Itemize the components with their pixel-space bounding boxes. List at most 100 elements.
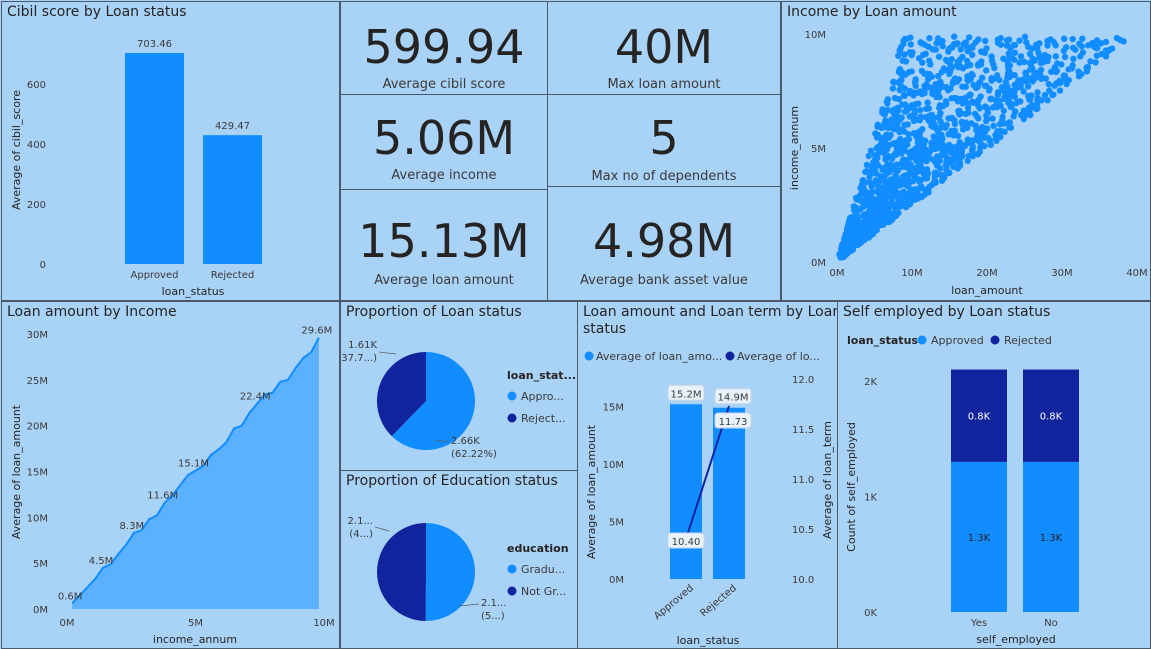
scatter-point (1034, 89, 1041, 96)
combo-bar-line-chart: Average of loan_amo... Average of lo... 15… (584, 350, 834, 647)
y-tick-label: 0 (40, 260, 46, 271)
scatter-point (962, 110, 969, 118)
scatter-point (880, 143, 888, 150)
scatter-point (883, 162, 890, 170)
y-tick-label: 1K (864, 493, 877, 504)
scatter-point (964, 139, 972, 147)
scatter-point (980, 134, 987, 141)
y-axis-title-left: Average of loan_amount (585, 424, 598, 559)
combo-chart-panel: Loan amount and Loan term by Loan status… (577, 301, 838, 649)
scatter-point (870, 225, 877, 232)
scatter-point (937, 171, 944, 178)
x-axis-title: loan_amount (951, 284, 1023, 297)
scatter-point (945, 46, 952, 53)
scatter-point (926, 71, 933, 78)
legend-label: Not Gr... (521, 585, 566, 598)
scatter-point (913, 129, 921, 137)
scatter-point (923, 166, 931, 173)
data-label: 15.2M (671, 389, 702, 400)
scatter-point (869, 200, 877, 207)
scatter-point (951, 33, 958, 40)
scatter-point (1054, 60, 1061, 67)
panel-title: Self employed by Loan status (843, 304, 1051, 320)
scatter-point (931, 91, 938, 98)
legend-marker (917, 335, 927, 345)
card-max-loan: 40M Max loan amount (547, 1, 781, 95)
pie-slice (391, 352, 475, 450)
scatter-point (899, 101, 906, 108)
data-label: 2.1... (348, 516, 373, 527)
scatter-point (912, 76, 919, 83)
scatter-point (964, 157, 971, 165)
data-label: 1.3K (1040, 533, 1063, 544)
scatter-point (896, 78, 903, 85)
scatter-point (856, 228, 864, 235)
scatter-point (897, 141, 904, 148)
x-tick-label: Rejected (699, 583, 739, 619)
panel-title: Loan amount by Income (7, 304, 177, 320)
scatter-point (883, 131, 890, 138)
scatter-point (954, 153, 961, 160)
leader-line (378, 351, 397, 355)
area-fill (72, 337, 319, 609)
income-scatter-panel: Income by Loan amount 0M 10M 20M 30M 40M 0M 5M… (781, 1, 1151, 301)
scatter-point (975, 115, 982, 122)
data-label: 1.3K (968, 533, 991, 544)
scatter-point (954, 132, 962, 140)
scatter-point (884, 96, 892, 103)
data-label: 0.6M (58, 592, 83, 603)
scatter-point (1037, 59, 1045, 67)
legend-marker (507, 586, 517, 596)
scatter-point (887, 189, 894, 196)
bar-segment (951, 461, 1007, 612)
legend-label: Rejected (1004, 334, 1052, 347)
scatter-point (889, 85, 897, 92)
scatter-point (977, 144, 984, 151)
scatter-point (862, 168, 869, 176)
scatter-point (963, 62, 971, 69)
data-label: 11.6M (147, 491, 178, 502)
scatter-point (879, 220, 887, 227)
scatter-point (928, 122, 935, 129)
scatter-point (954, 148, 961, 155)
loan-by-income-panel: Loan amount by Income 0.6M 4.5M 8.3M 11.6M 1… (1, 301, 340, 649)
scatter-point (860, 180, 868, 187)
scatter-point (985, 87, 993, 94)
scatter-point (917, 135, 925, 143)
scatter-point (1038, 97, 1045, 104)
series-line (71, 337, 320, 605)
data-label: 10.40 (672, 537, 701, 548)
scatter-point (1007, 124, 1015, 131)
scatter-point (1087, 58, 1094, 65)
y-tick-label: 10M (805, 30, 826, 41)
scatter-point (1005, 66, 1012, 73)
legend-label: Average of lo... (737, 350, 820, 363)
scatter-point (899, 163, 906, 170)
pie-slice (425, 523, 476, 621)
scatter-point (888, 184, 895, 191)
scatter-point (1033, 73, 1041, 80)
scatter-point (1007, 45, 1014, 52)
scatter-point (921, 191, 928, 198)
card-label: Average cibil score (382, 77, 506, 92)
legend-marker (990, 335, 1000, 345)
scatter-point (990, 122, 997, 130)
scatter-point (904, 141, 911, 148)
scatter-point (953, 95, 961, 103)
scatter-point (1033, 101, 1041, 108)
x-tick-label: 30M (1051, 268, 1072, 279)
scatter-point (926, 35, 933, 42)
scatter-point (942, 124, 949, 131)
scatter-point (1069, 35, 1076, 43)
y-tick-label: 30M (27, 330, 48, 341)
scatter-point (965, 152, 973, 159)
scatter-point (863, 210, 870, 217)
data-label: 1.61K (348, 340, 377, 351)
scatter-points (836, 33, 1127, 261)
scatter-point (957, 46, 964, 53)
y-tick-label: 15M (27, 468, 48, 479)
data-label: 15.1M (178, 459, 209, 470)
scatter-point (885, 124, 892, 132)
scatter-point (1001, 128, 1008, 135)
loan-status-pie-panel: Proportion of Loan status 2.66K (62.22%) 1… (340, 301, 578, 471)
